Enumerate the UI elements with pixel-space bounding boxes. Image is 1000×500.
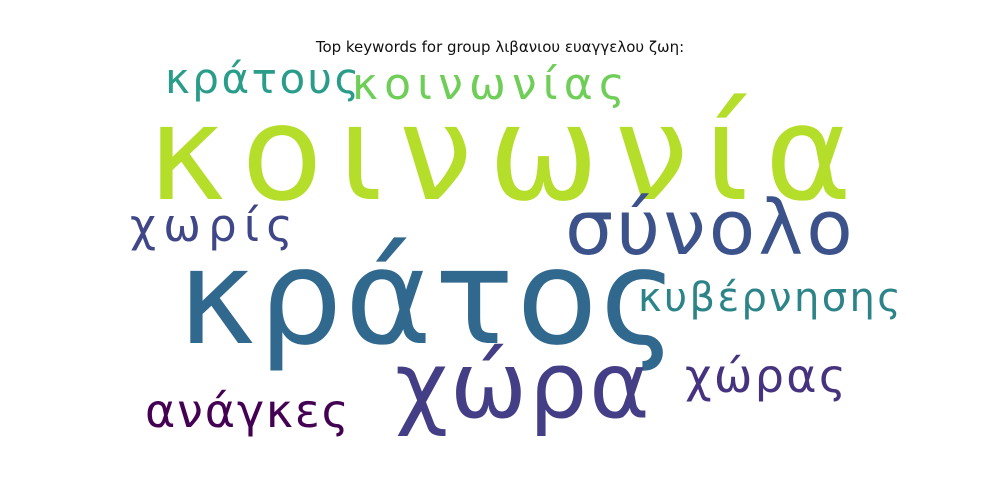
word-5: κράτους (165, 54, 362, 103)
word-2: σύνολο (565, 183, 856, 272)
word-4: κοινωνίας (352, 59, 631, 110)
word-9: ανάγκες (145, 384, 351, 438)
word-7: χωρίς (130, 199, 300, 252)
word-1: κράτος (178, 221, 681, 375)
word-3: χώρα (395, 332, 652, 439)
chart-title: Top keywords for group λιβανιου ευαγγελο… (315, 38, 685, 56)
word-6: κυβέρνησης (638, 275, 904, 321)
word-8: χώρας (685, 349, 849, 403)
word-0: κοινωνία (148, 77, 868, 231)
